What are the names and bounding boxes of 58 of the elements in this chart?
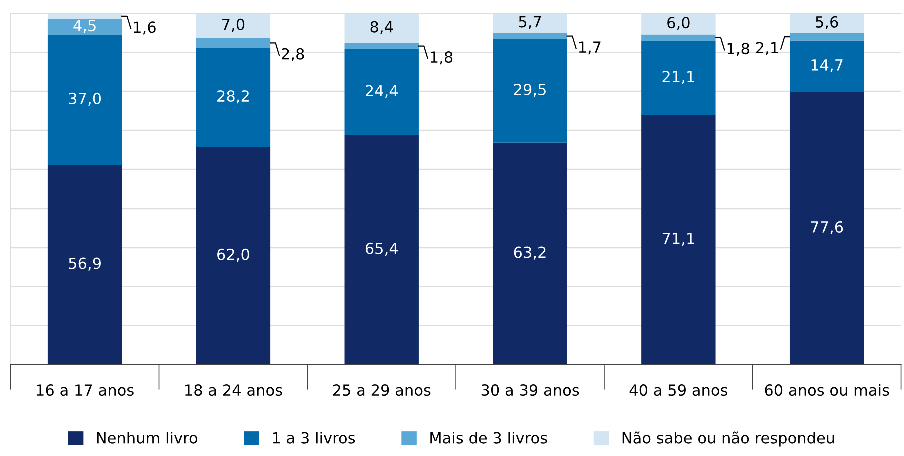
legend-label: 1 a 3 livros [273, 432, 356, 444]
bar [48, 165, 122, 365]
data-label: 29,5 [514, 84, 546, 98]
x-tick-label: 30 a 39 anos [482, 384, 580, 396]
legend-label: Nenhum livro [97, 432, 198, 444]
bar [344, 49, 419, 136]
data-label: 37,0 [69, 92, 102, 106]
data-label: 6,0 [668, 17, 690, 30]
bar [493, 14, 568, 34]
data-label: 14,7 [812, 60, 843, 73]
bar [790, 92, 864, 365]
bar [196, 38, 271, 48]
data-label: 21,1 [662, 70, 694, 84]
data-label: 2,8 [282, 48, 304, 62]
bar [196, 14, 271, 38]
bar [642, 41, 716, 116]
bar [790, 40, 864, 92]
legend-label: Mais de 3 livros [430, 432, 548, 444]
data-label: 8,4 [370, 21, 394, 34]
x-tick-label: 16 a 17 anos [37, 384, 134, 396]
legend-label: Não sabe ou não respondeu [622, 432, 834, 447]
bar [196, 147, 271, 365]
data-label: 5,7 [519, 16, 542, 30]
bar [48, 35, 122, 166]
bar [344, 43, 419, 50]
bar [344, 135, 419, 365]
x-tick-label: 18 a 24 anos [186, 384, 282, 396]
bar [790, 14, 864, 34]
x-tick-label: 25 a 29 anos [333, 384, 431, 396]
bar [493, 39, 568, 143]
bar [48, 19, 122, 36]
data-label: 1,7 [579, 42, 601, 55]
data-label: 56,9 [69, 258, 101, 271]
bar [48, 14, 122, 20]
bar [493, 33, 568, 40]
bar [196, 48, 271, 148]
data-label: 63,2 [514, 246, 546, 260]
data-label: 65,4 [366, 242, 398, 256]
data-label: 7,0 [222, 18, 245, 32]
bar [493, 142, 568, 365]
data-label: 1,8 [728, 43, 750, 56]
data-label: 24,4 [366, 85, 398, 98]
data-label: 77,6 [811, 221, 844, 235]
bar [344, 14, 419, 44]
data-label: 5,6 [816, 16, 838, 30]
data-label: 2,1 [756, 42, 778, 56]
bar [790, 33, 864, 41]
data-label: 1,6 [134, 22, 156, 35]
data-label: 4,5 [74, 20, 96, 34]
data-label: 62,0 [218, 248, 250, 262]
data-label: 28,2 [218, 90, 249, 104]
bar [642, 34, 716, 42]
bar [642, 115, 716, 365]
data-label: 71,1 [662, 233, 694, 246]
x-tick-label: 40 a 59 anos [630, 384, 728, 396]
x-tick-label: 60 anos ou mais [765, 384, 890, 396]
data-label: 1,8 [431, 52, 453, 65]
bar [642, 14, 716, 35]
